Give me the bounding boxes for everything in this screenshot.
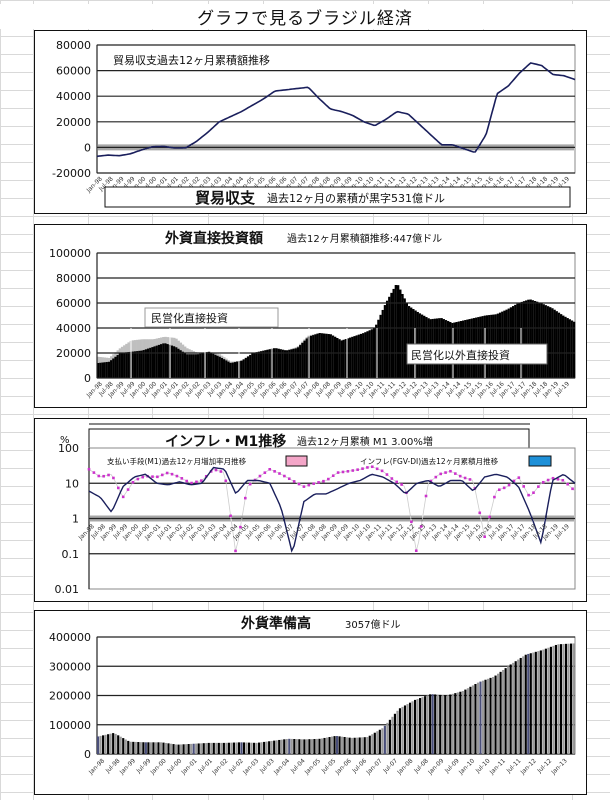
page-title: グラフで見るブラジル経済 — [0, 4, 610, 29]
y-tick-label: 100 — [58, 442, 79, 455]
x-tick-label: Jan-10 — [457, 757, 476, 776]
chart-title: インフレ・M1推移 — [165, 433, 286, 450]
y-tick-label: 0 — [84, 372, 91, 385]
x-tick-label: Jan-09 — [426, 757, 445, 776]
fx-reserves-plot: 外貨準備高 3057億ドル 400000 300000 200000 100000 0 Jan… — [49, 615, 576, 777]
x-tick-label: Jan-07 — [365, 757, 384, 776]
annotation-non-privatization: 民営化以外直接投資 — [411, 348, 510, 362]
y-axis-label: % — [60, 435, 70, 446]
chart-subtitle: 過去12ヶ月累積額推移:447億ドル — [287, 232, 442, 245]
y-tick-label: 0.01 — [55, 583, 80, 596]
y-tick-label: 400000 — [49, 631, 91, 644]
trade-balance-plot: 80000 60000 40000 20000 0 -20000 貿易収支過去12ヶ月累積額… — [52, 39, 576, 208]
x-tick-label: Jan-12 — [519, 757, 538, 776]
y-tick-label: 100000 — [49, 719, 91, 732]
y-tick-label: 40000 — [56, 90, 91, 103]
annotation-privatization: 民営化直接投資 — [151, 311, 228, 325]
y-tick-label: 0.1 — [62, 548, 80, 561]
x-tick-label: Jan-06 — [334, 757, 353, 776]
y-tick-label: 20000 — [56, 116, 91, 129]
y-tick-label: 60000 — [56, 297, 91, 310]
y-tick-label: 200000 — [49, 690, 91, 703]
x-tick-label: Jan-01 — [180, 757, 199, 776]
y-tick-label: -20000 — [52, 167, 91, 180]
x-tick-label: Jan-00 — [149, 757, 168, 776]
y-tick-label: 60000 — [56, 65, 91, 78]
x-tick-label: Jan-99 — [118, 757, 137, 776]
chart-title: 外資直接投資額 — [165, 230, 263, 247]
y-tick-label: 300000 — [49, 660, 91, 673]
x-tick-label: Jan-13 — [550, 757, 569, 776]
trade-balance-chart: 80000 60000 40000 20000 0 -20000 貿易収支過去12ヶ月累積額… — [34, 30, 587, 214]
legend-m1-label: 支払い手段(M1)過去12ヶ月増加率月推移 — [107, 456, 247, 466]
x-tick-label: Jan-08 — [395, 757, 414, 776]
chart-title: 貿易収支 — [195, 189, 256, 207]
inflation-line — [88, 466, 576, 553]
y-tick-label: 40000 — [56, 322, 91, 335]
chart-subtitle: 過去12ヶ月の累積が黒字531億ドル — [267, 191, 445, 205]
y-tick-label: 80000 — [56, 272, 91, 285]
y-tick-label: 0 — [84, 748, 91, 761]
chart-title: 外貨準備高 — [241, 615, 311, 632]
trade-balance-line — [96, 62, 576, 158]
fx-reserves-chart: 外貨準備高 3057億ドル 400000 300000 200000 100000 0 Jan… — [34, 610, 587, 795]
y-tick-label: 20000 — [56, 347, 91, 360]
chart-subtitle: 3057億ドル — [345, 618, 400, 631]
y-tick-label: 1 — [72, 513, 79, 526]
x-tick-label: Jan-02 — [210, 757, 229, 776]
x-tick-label: Jan-04 — [272, 757, 291, 776]
fdi-chart: 外資直接投資額 過去12ヶ月累積額推移:447億ドル 100000 80000 6000… — [34, 224, 587, 408]
y-tick-label: 10 — [65, 477, 79, 490]
y-tick-label: 0 — [84, 141, 91, 154]
legend-inflation-label: インフレ(FGV-DI)過去12ヶ月累積月推移 — [360, 456, 499, 466]
x-tick-label: Jan-11 — [488, 757, 507, 776]
legend-inflation-swatch — [528, 455, 552, 467]
y-tick-label: 80000 — [56, 39, 91, 52]
fdi-plot: 外資直接投資額 過去12ヶ月累積額推移:447億ドル 100000 80000 6000… — [49, 230, 576, 400]
x-tick-label: Jan-05 — [303, 757, 322, 776]
legend-m1-swatch — [285, 455, 308, 467]
x-tick-label: Jan-03 — [241, 757, 260, 776]
chart-subtitle: 過去12ヶ月累積 M1 3.00%増 — [297, 435, 433, 448]
inflation-m1-plot: インフレ・M1推移 過去12ヶ月累積 M1 3.00%増%100 10 1 0.1 0.0… — [55, 423, 576, 596]
y-tick-label: 100000 — [49, 247, 91, 260]
inner-label: 貿易収支過去12ヶ月累積額推移 — [113, 53, 270, 67]
inflation-m1-chart: インフレ・M1推移 過去12ヶ月累積 M1 3.00%増% 100 10 1 0.1 0.0… — [34, 418, 587, 602]
